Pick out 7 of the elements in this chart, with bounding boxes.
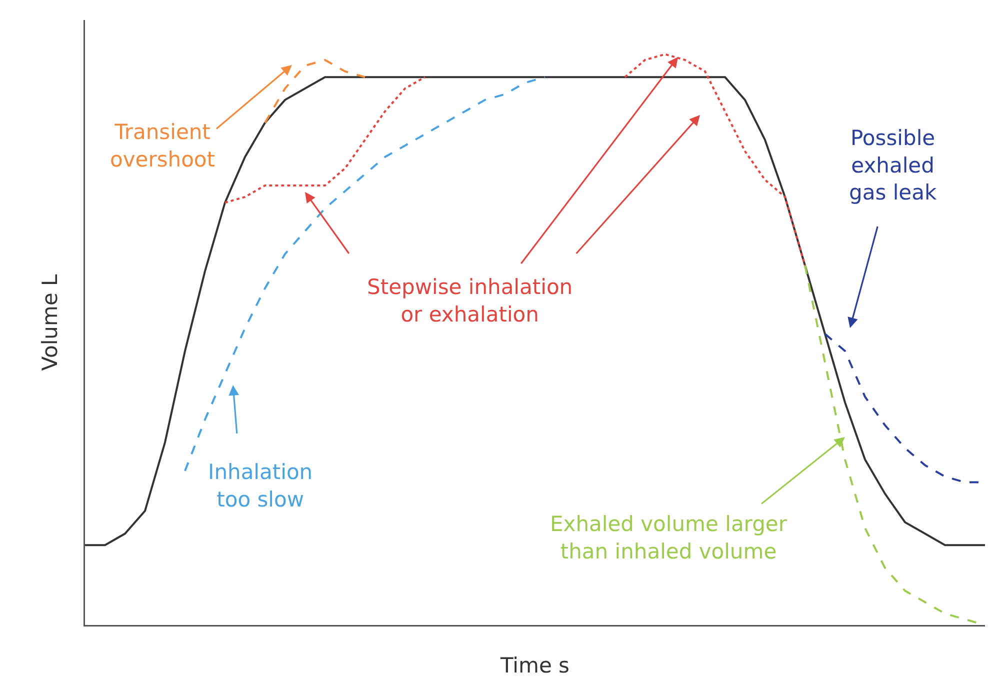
y-axis-title: Volume L bbox=[38, 274, 62, 371]
x-axis-title: Time s bbox=[499, 653, 570, 678]
annotation: Inhalation too slow bbox=[208, 460, 313, 512]
annotation: Exhaled volume larger than inhaled volume bbox=[550, 512, 788, 564]
annotation: Transient overshoot bbox=[110, 120, 216, 172]
annotation: Possible exhaled gas leak bbox=[849, 126, 938, 205]
annotation: Stepwise inhalation or exhalation bbox=[367, 275, 573, 326]
